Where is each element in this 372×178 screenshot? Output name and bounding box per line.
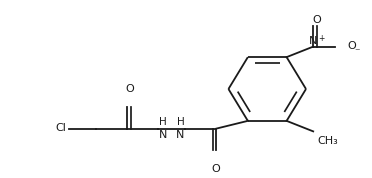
Text: ⁻: ⁻ — [355, 47, 360, 57]
Text: N: N — [309, 36, 317, 46]
Text: +: + — [318, 34, 324, 43]
Text: O: O — [347, 41, 356, 51]
Text: O: O — [211, 164, 220, 174]
Text: H: H — [177, 117, 185, 127]
Text: N: N — [159, 130, 167, 140]
Text: N: N — [176, 130, 185, 140]
Text: O: O — [125, 83, 134, 93]
Text: Cl: Cl — [55, 123, 66, 133]
Text: H: H — [159, 117, 167, 127]
Text: O: O — [312, 15, 321, 25]
Text: CH₃: CH₃ — [318, 136, 339, 146]
